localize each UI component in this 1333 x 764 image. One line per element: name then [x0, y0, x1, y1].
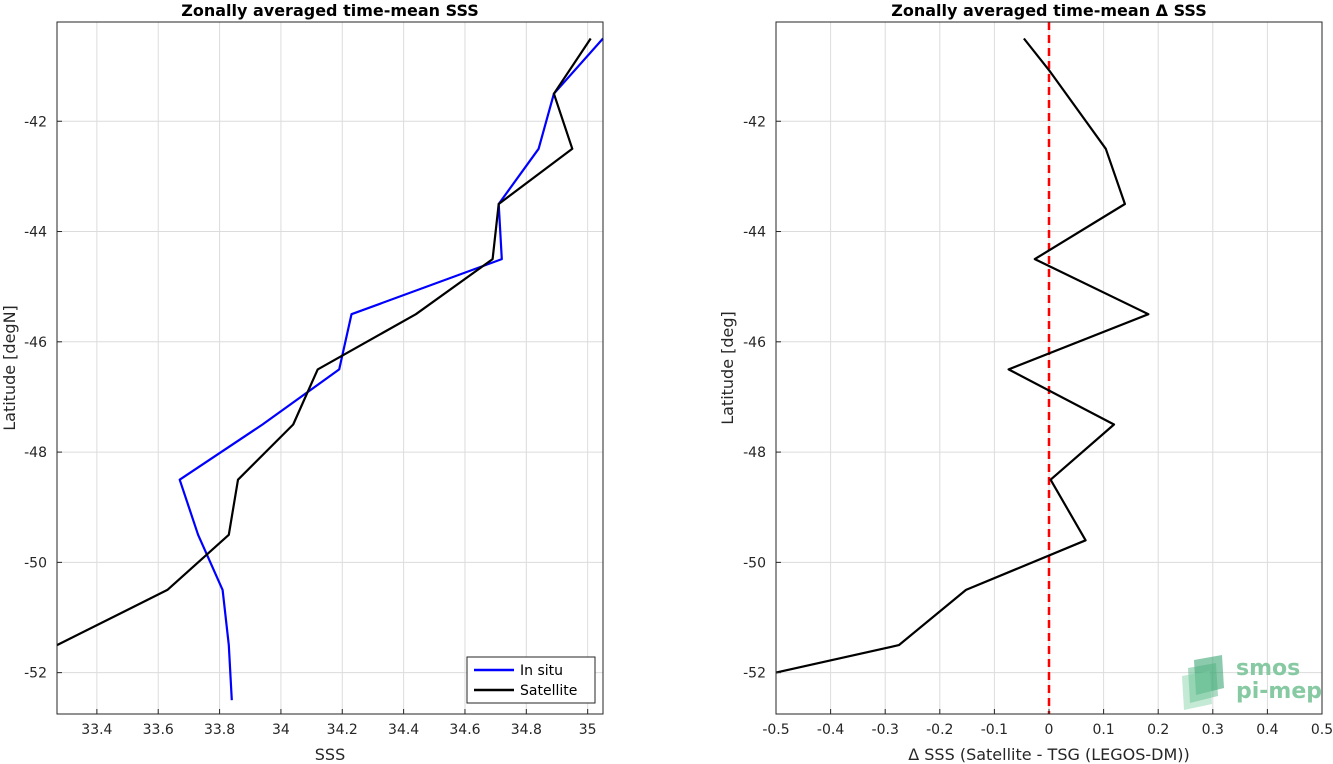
right-chart-title: Zonally averaged time-mean Δ SSS: [891, 1, 1207, 20]
left-axes-box: [56, 21, 604, 715]
left-x-axis-label: SSS: [315, 745, 345, 764]
y-tick-label: -50: [743, 555, 766, 571]
x-tick-label: -0.3: [872, 722, 899, 738]
left-chart-title: Zonally averaged time-mean SSS: [181, 1, 479, 20]
left-series: [56, 37, 604, 701]
legend-label-in-situ: In situ: [520, 663, 563, 679]
right-y-axis-label: Latitude [deg]: [718, 311, 737, 425]
x-tick-label: -0.1: [981, 722, 1008, 738]
x-tick-label: -0.4: [817, 722, 844, 738]
x-tick-label: 34: [272, 722, 290, 738]
x-tick-label: -0.5: [762, 722, 789, 738]
y-tick-label: -42: [743, 114, 766, 130]
x-tick-label: 33.4: [81, 722, 112, 738]
series-line-satellite: [56, 37, 592, 647]
y-tick-label: -50: [24, 555, 47, 571]
x-tick-label: 33.6: [143, 722, 174, 738]
right-x-axis-label: Δ SSS (Satellite - TSG (LEGOS-DM)): [908, 745, 1190, 764]
x-tick-label: 0.2: [1147, 722, 1169, 738]
left-ticks: 33.4 33.6 33.8 34 34.2 34.4 34.6 34.8 35 -52 -50 -4…: [24, 114, 596, 738]
y-tick-label: -52: [743, 666, 766, 682]
y-tick-label: -46: [743, 335, 766, 351]
y-tick-label: -48: [743, 445, 766, 461]
left-axes-background: [57, 22, 603, 714]
x-tick-label: 0.3: [1202, 722, 1224, 738]
right-panel: -0.5 -0.4 -0.3 -0.2 -0.1 0 0.1 0.2 0.3 0.4 0.5 -52 -…: [718, 1, 1333, 764]
smos-pi-mep-logo: smos pi-mep: [1182, 655, 1322, 710]
x-tick-label: 0.5: [1311, 722, 1333, 738]
logo-line1: smos: [1236, 656, 1300, 681]
left-grid: [57, 22, 603, 714]
legend-box: [466, 656, 596, 704]
legend: In situ Satellite: [466, 656, 596, 704]
logo-stack-icon: [1182, 655, 1224, 710]
x-tick-label: 33.8: [204, 722, 235, 738]
left-panel: 33.4 33.6 33.8 34 34.2 34.4 34.6 34.8 35 -52 -50 -4…: [0, 1, 604, 764]
y-tick-label: -44: [24, 225, 47, 241]
x-tick-label: 34.4: [388, 722, 419, 738]
right-ticks: -0.5 -0.4 -0.3 -0.2 -0.1 0 0.1 0.2 0.3 0.4 0.5 -52 -…: [743, 114, 1333, 738]
x-tick-label: 0.4: [1256, 722, 1278, 738]
y-tick-label: -52: [24, 666, 47, 682]
x-tick-label: 34.2: [327, 722, 358, 738]
x-tick-label: 0: [1045, 722, 1054, 738]
legend-label-satellite: Satellite: [520, 683, 577, 699]
x-tick-label: 34.8: [511, 722, 542, 738]
series-line-delta: [775, 37, 1150, 674]
left-y-axis-label: Latitude [degN]: [0, 305, 19, 431]
series-line-in-situ: [178, 37, 604, 701]
logo-line2: pi-mep: [1236, 679, 1322, 704]
x-tick-label: -0.2: [926, 722, 953, 738]
y-tick-label: -42: [24, 114, 47, 130]
y-tick-label: -46: [24, 335, 47, 351]
x-tick-label: 0.1: [1092, 722, 1114, 738]
y-tick-label: -44: [743, 225, 766, 241]
y-tick-label: -48: [24, 445, 47, 461]
x-tick-label: 35: [579, 722, 597, 738]
x-tick-label: 34.6: [449, 722, 480, 738]
right-series: [775, 22, 1150, 714]
